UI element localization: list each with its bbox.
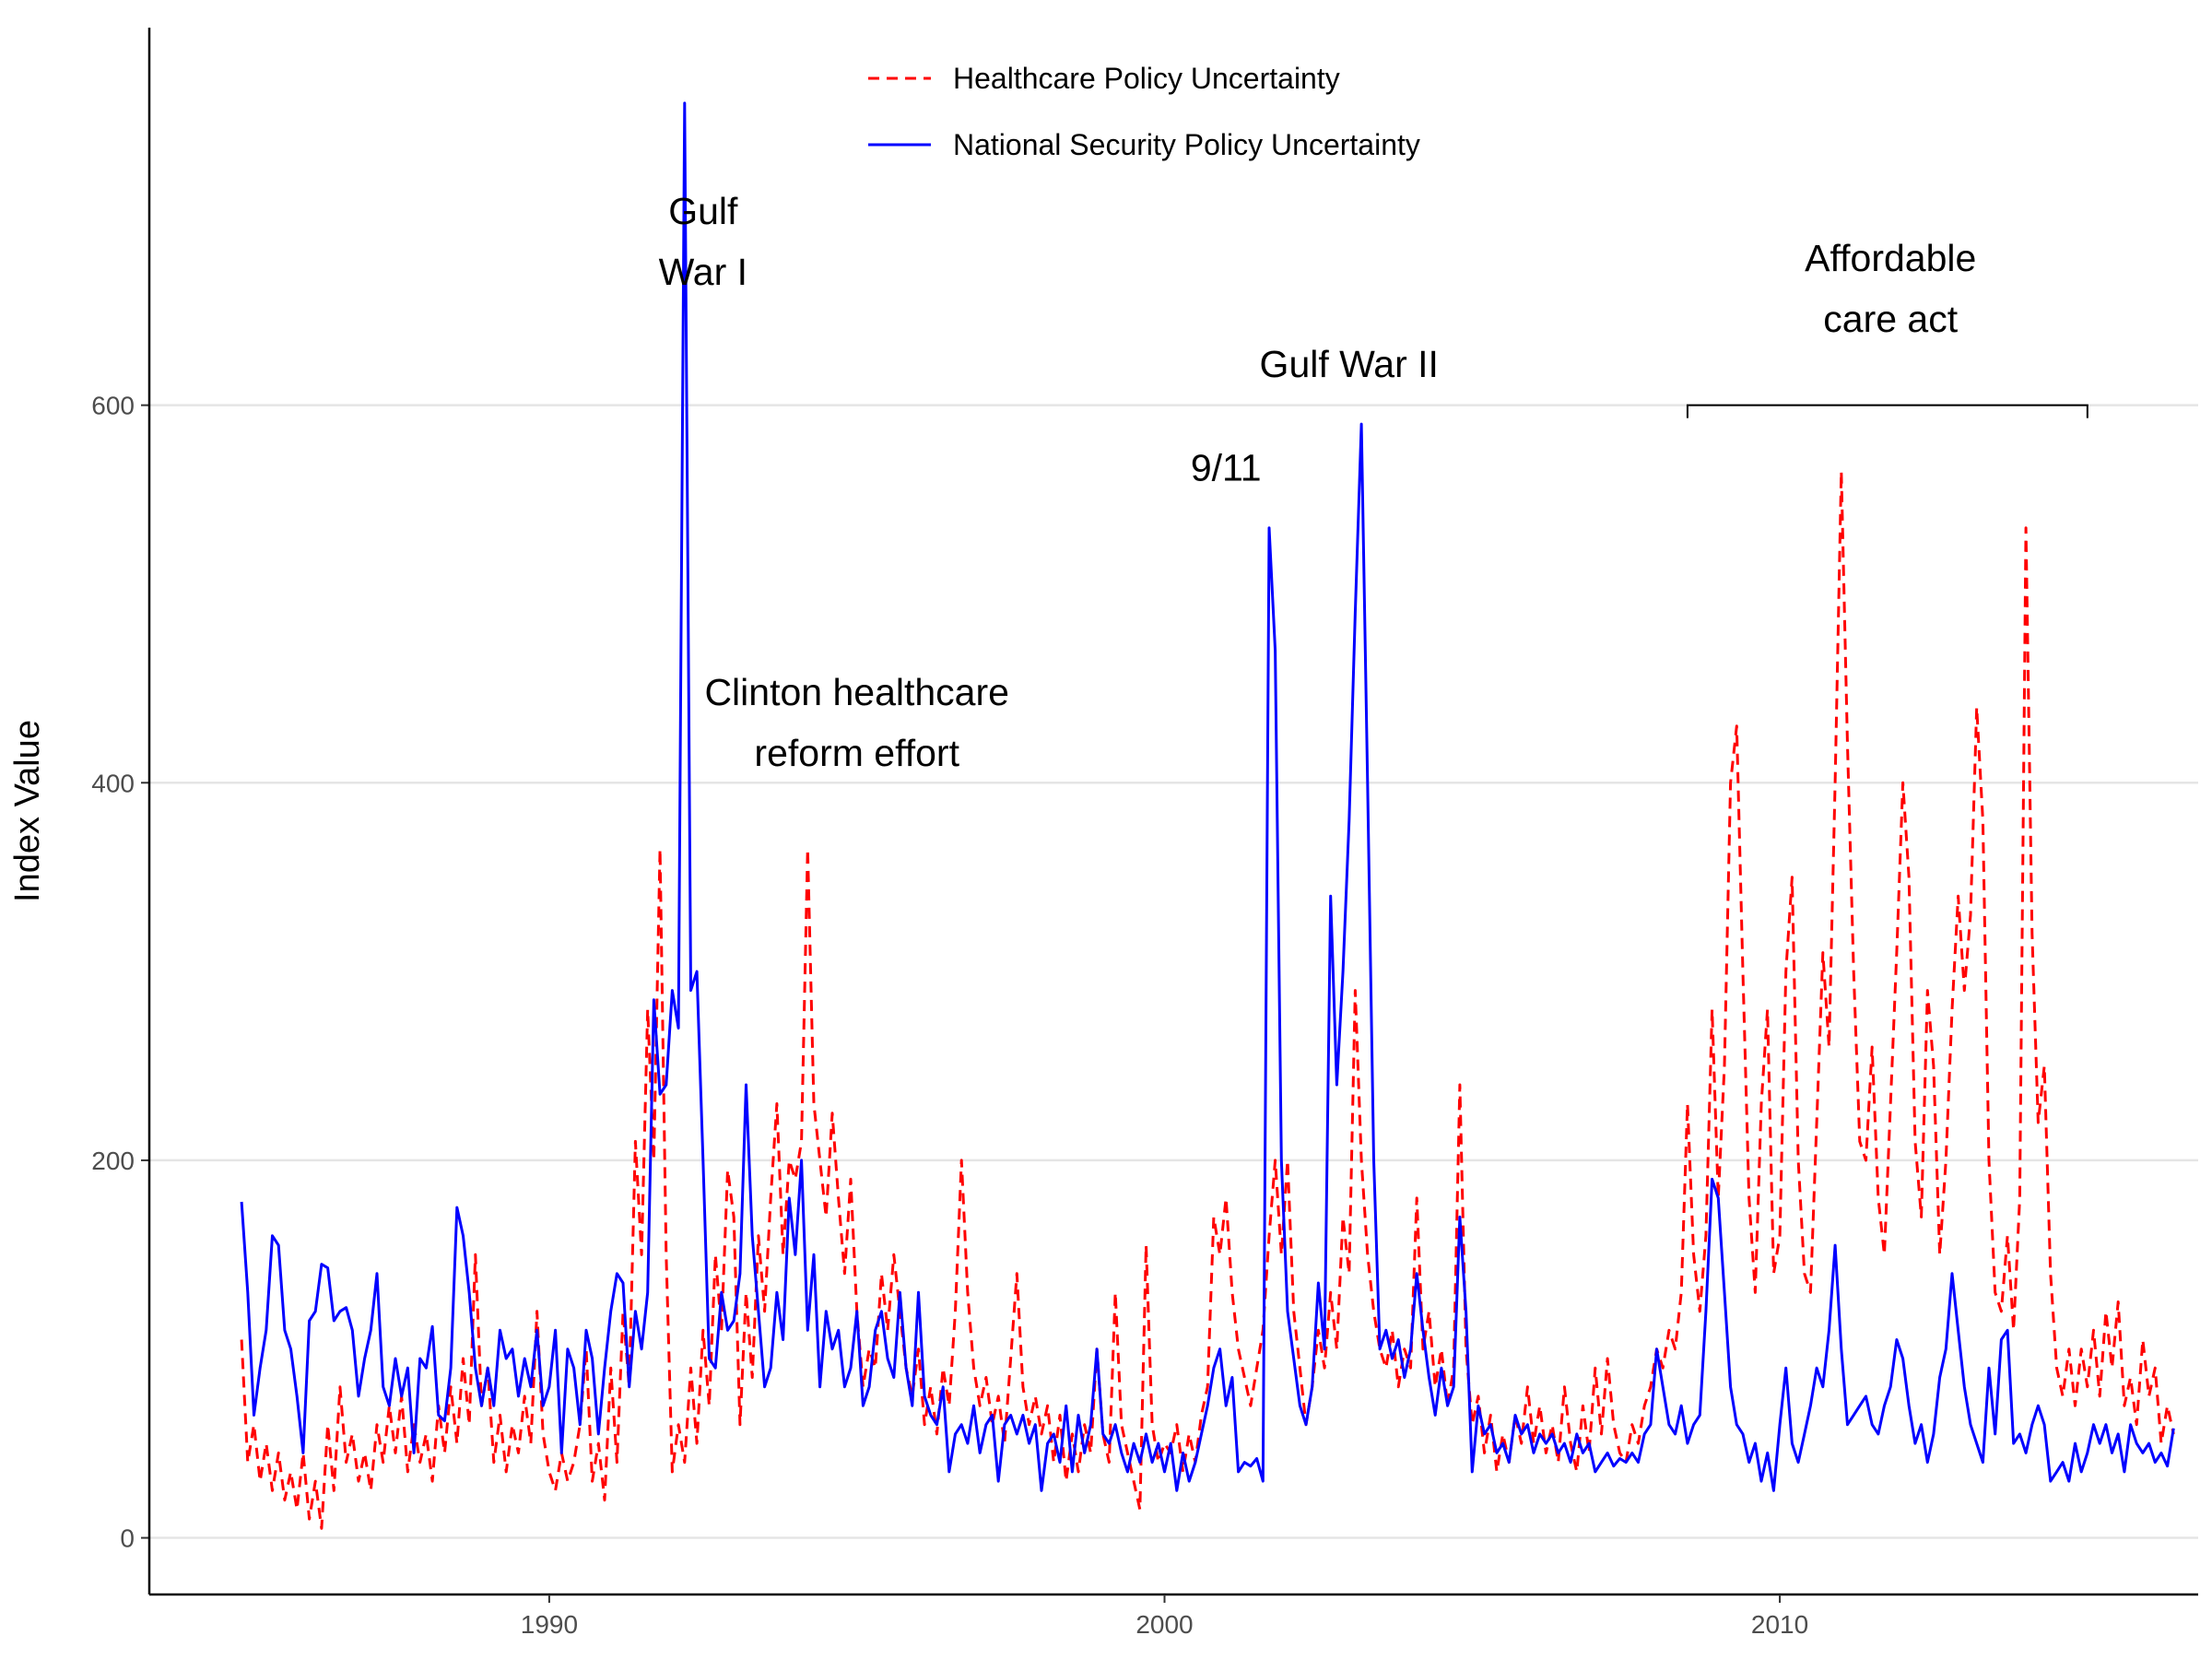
y-tick-label: 200 [91,1147,135,1175]
annotation-label: Gulf [668,190,738,232]
annotation-label: War I [659,251,747,293]
legend: Healthcare Policy Uncertainty National Se… [868,62,1420,161]
y-tick-label: 600 [91,392,135,420]
y-tick-label: 400 [91,769,135,797]
x-tick-label: 2010 [1751,1610,1808,1639]
axes: 0 200 400 600 1990 2000 2010 [91,28,2198,1639]
y-axis-title: Index Value [8,720,47,902]
series-line [240,469,2175,1530]
annotation-label: Affordable [1805,237,1976,279]
annotation-group: Gulf War I Clinton healthcare reform effort… [659,190,2088,774]
series-line [240,101,2175,1492]
annotation-label: 9/11 [1191,447,1262,489]
annotation-label: reform effort [754,732,959,774]
y-tick-label: 0 [120,1524,135,1553]
annotation-label: Gulf War II [1260,343,1439,385]
legend-label: Healthcare Policy Uncertainty [953,62,1340,95]
x-tick-label: 2000 [1135,1610,1193,1639]
legend-label: National Security Policy Uncertainty [953,128,1420,161]
series-lines [240,101,2175,1530]
x-tick-label: 1990 [521,1610,578,1639]
annotation-label: Clinton healthcare [704,671,1008,713]
annotation-bracket [1686,404,2088,418]
gridlines [149,404,2198,1539]
annotation-label: care act [1823,298,1958,340]
